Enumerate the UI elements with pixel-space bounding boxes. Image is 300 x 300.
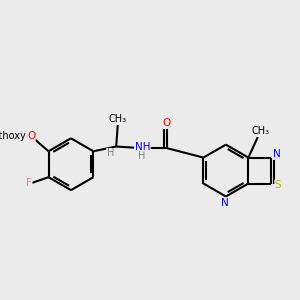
Text: CH₃: CH₃: [252, 126, 270, 136]
Text: H: H: [138, 151, 145, 161]
Text: O: O: [163, 118, 171, 128]
Text: CH₃: CH₃: [109, 114, 127, 124]
Text: NH: NH: [135, 142, 150, 152]
Text: N: N: [273, 149, 281, 159]
Text: methoxy: methoxy: [0, 130, 26, 141]
Text: O: O: [27, 131, 35, 141]
Text: S: S: [275, 180, 281, 190]
Text: F: F: [26, 178, 32, 188]
Text: H: H: [107, 148, 114, 158]
Text: N: N: [221, 198, 229, 208]
